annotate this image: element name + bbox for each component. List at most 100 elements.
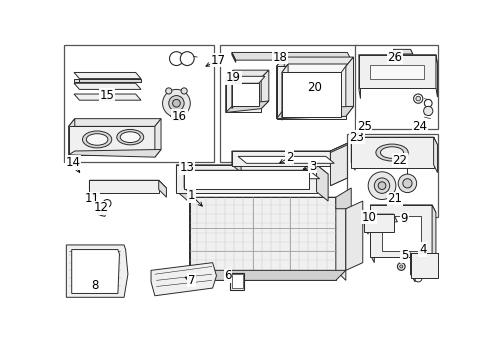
Circle shape [413, 224, 420, 232]
Circle shape [181, 88, 187, 94]
Ellipse shape [82, 131, 112, 148]
Text: 4: 4 [419, 243, 427, 256]
Polygon shape [226, 70, 233, 112]
Polygon shape [411, 253, 438, 260]
Polygon shape [238, 156, 334, 163]
Polygon shape [276, 57, 284, 119]
Polygon shape [190, 197, 336, 280]
Polygon shape [282, 72, 341, 117]
Polygon shape [190, 197, 199, 282]
Circle shape [424, 99, 432, 107]
Bar [347, 134, 438, 217]
Polygon shape [232, 151, 330, 166]
Ellipse shape [381, 147, 404, 158]
Polygon shape [370, 205, 374, 263]
Polygon shape [232, 83, 259, 106]
Polygon shape [330, 143, 347, 153]
Circle shape [99, 210, 106, 216]
Text: 20: 20 [308, 81, 322, 94]
Polygon shape [276, 106, 354, 119]
Text: 16: 16 [172, 110, 187, 123]
Text: 7: 7 [188, 274, 196, 287]
Polygon shape [74, 94, 141, 100]
Polygon shape [346, 201, 363, 270]
Circle shape [103, 199, 111, 207]
Polygon shape [74, 83, 141, 89]
Polygon shape [351, 137, 355, 170]
Text: 23: 23 [349, 131, 364, 144]
Circle shape [172, 99, 180, 107]
Text: 14: 14 [66, 156, 81, 169]
Circle shape [170, 52, 183, 66]
Text: 3: 3 [309, 160, 317, 173]
Polygon shape [432, 205, 436, 263]
Circle shape [413, 261, 423, 272]
Polygon shape [151, 263, 217, 296]
Circle shape [378, 182, 386, 189]
Polygon shape [317, 165, 328, 201]
Polygon shape [74, 78, 79, 82]
Polygon shape [261, 70, 269, 109]
Polygon shape [359, 55, 361, 99]
Polygon shape [89, 180, 97, 197]
Circle shape [374, 178, 390, 193]
Polygon shape [69, 119, 75, 159]
Text: 11: 11 [84, 192, 99, 205]
Text: 2: 2 [286, 150, 294, 164]
Polygon shape [336, 188, 351, 209]
Circle shape [403, 225, 412, 234]
Polygon shape [176, 165, 317, 193]
Polygon shape [190, 197, 346, 209]
Text: 24: 24 [412, 120, 427, 133]
Polygon shape [232, 151, 340, 159]
Polygon shape [72, 249, 120, 293]
Polygon shape [74, 72, 141, 78]
Polygon shape [411, 253, 438, 278]
Bar [355, 45, 438, 130]
Polygon shape [393, 49, 396, 57]
Polygon shape [351, 137, 434, 168]
Text: 17: 17 [211, 54, 225, 67]
Text: 26: 26 [388, 50, 403, 64]
Polygon shape [346, 57, 354, 116]
Polygon shape [370, 205, 436, 213]
Polygon shape [365, 214, 397, 222]
Polygon shape [365, 214, 393, 232]
Text: 21: 21 [388, 192, 403, 205]
Text: 8: 8 [91, 279, 98, 292]
Polygon shape [330, 143, 347, 186]
Polygon shape [69, 149, 161, 157]
Text: 15: 15 [99, 89, 115, 102]
Polygon shape [226, 78, 261, 112]
Circle shape [368, 172, 396, 199]
Polygon shape [232, 53, 351, 60]
Polygon shape [190, 270, 346, 280]
Circle shape [403, 179, 412, 188]
Ellipse shape [117, 130, 144, 145]
Circle shape [398, 174, 416, 193]
Polygon shape [434, 137, 438, 172]
Polygon shape [282, 64, 347, 72]
Circle shape [180, 52, 194, 66]
Polygon shape [97, 209, 107, 216]
Polygon shape [370, 205, 432, 257]
Polygon shape [176, 165, 188, 201]
Polygon shape [89, 180, 167, 188]
Polygon shape [393, 49, 413, 54]
Ellipse shape [86, 134, 108, 145]
Polygon shape [66, 245, 128, 297]
Polygon shape [69, 126, 155, 155]
Polygon shape [232, 53, 236, 62]
Text: 22: 22 [392, 154, 407, 167]
Circle shape [397, 263, 405, 270]
Circle shape [400, 265, 403, 268]
Text: 25: 25 [357, 120, 372, 133]
Polygon shape [184, 170, 309, 189]
Polygon shape [351, 137, 438, 145]
Polygon shape [365, 214, 368, 234]
Text: 18: 18 [272, 50, 287, 64]
Polygon shape [184, 170, 319, 179]
Polygon shape [155, 119, 161, 157]
Circle shape [163, 89, 190, 117]
Polygon shape [79, 78, 141, 82]
